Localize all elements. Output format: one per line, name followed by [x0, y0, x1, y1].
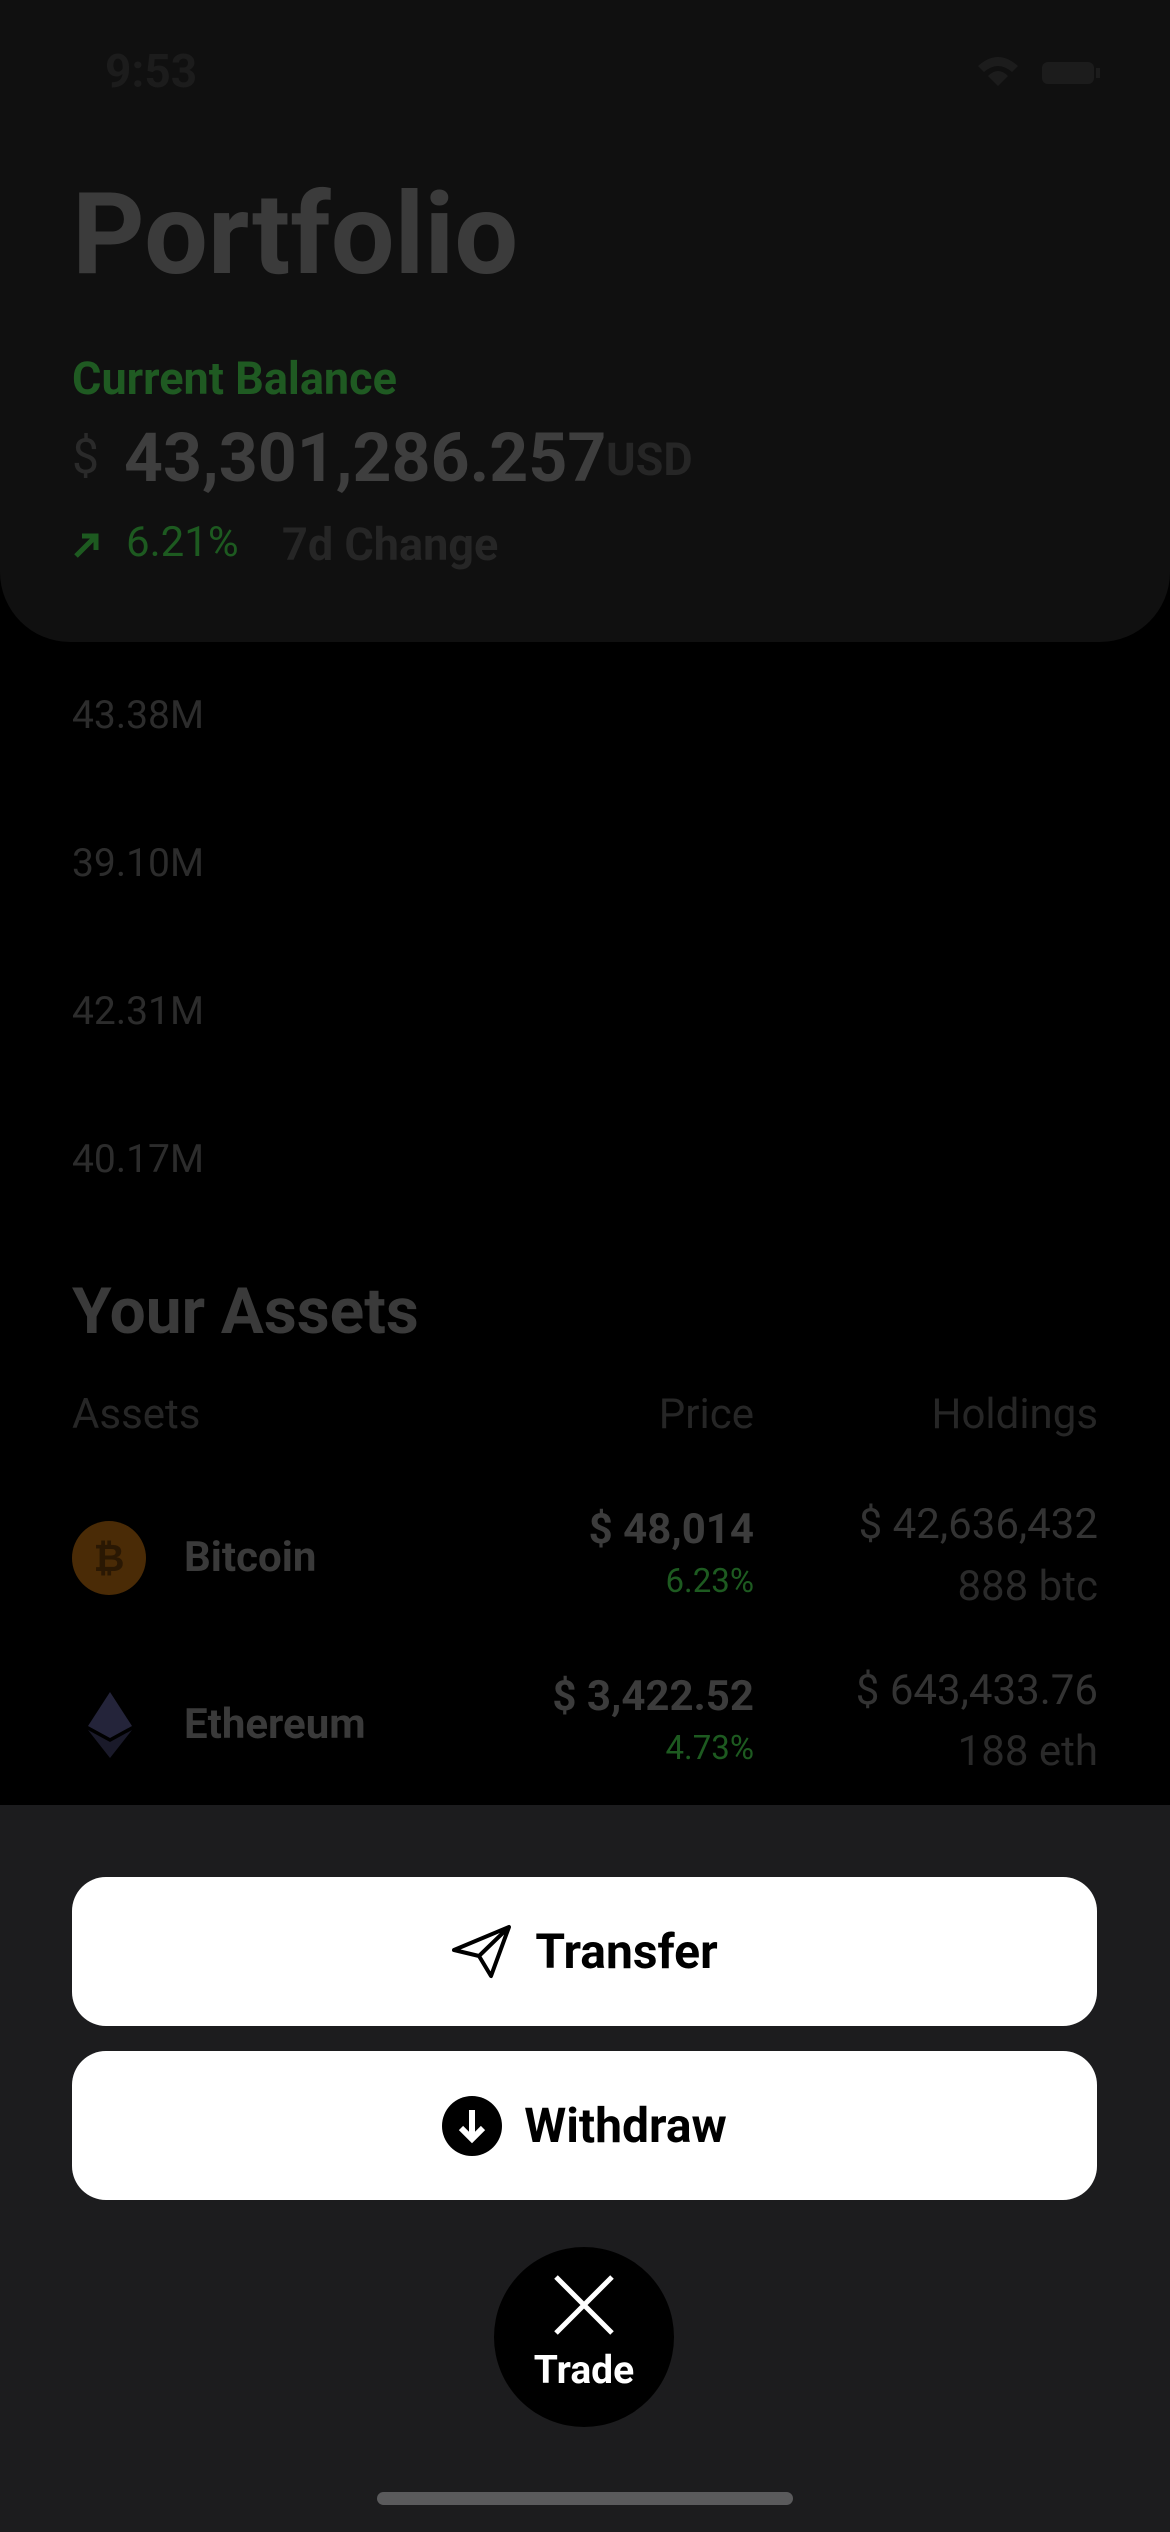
chart-label: 40.17M: [72, 1136, 205, 1182]
up-arrow: [74, 533, 99, 558]
column-header: Holdings: [931, 1390, 1098, 1439]
chart-label: 39.10M: [72, 840, 205, 886]
button-label: Transfer: [535, 1923, 718, 1980]
balance-label: Current Balance: [72, 352, 397, 405]
transfer-button[interactable]: Transfer: [72, 1877, 1097, 2026]
holdings-amount: 888 btc: [957, 1562, 1098, 1611]
holdings-value: $ 42,636,432: [858, 1500, 1098, 1549]
chart-label: 43.38M: [72, 692, 205, 738]
column-header: Assets: [72, 1390, 201, 1439]
asset-price: $ 3,422.52: [552, 1672, 754, 1721]
close-label: Trade: [533, 2347, 635, 2393]
send-icon: [452, 1924, 512, 1978]
change: 6.21%: [126, 518, 239, 567]
currency-symbol: $: [72, 428, 99, 485]
ethereum-icon: [88, 1692, 132, 1758]
asset-change: 6.23%: [665, 1562, 754, 1601]
asset-change: 4.73%: [665, 1729, 754, 1768]
balance: 43,301,286.257: [124, 418, 607, 498]
withdraw-button[interactable]: Withdraw: [72, 2051, 1097, 2200]
page-title: Portfolio: [72, 168, 519, 301]
column-header: Price: [658, 1390, 754, 1439]
home-indicator: [377, 2492, 793, 2505]
status-time: 9:53: [105, 45, 198, 99]
asset-price: $ 48,014: [588, 1505, 754, 1554]
close-icon: [554, 2275, 614, 2335]
holdings-amount: 188 eth: [957, 1727, 1098, 1776]
close-button[interactable]: Trade: [494, 2247, 674, 2427]
asset-name[interactable]: Bitcoin: [184, 1533, 317, 1582]
button-label: Withdraw: [524, 2097, 727, 2154]
status-icons: [978, 57, 1100, 86]
svg-text:₿: ₿: [94, 1538, 125, 1580]
asset-name[interactable]: Ethereum: [184, 1700, 366, 1749]
download-icon: [442, 2095, 503, 2156]
balance-unit: USD: [606, 433, 693, 486]
chart-label: 42.31M: [72, 988, 205, 1034]
holdings-value: $ 643,433.76: [855, 1666, 1098, 1715]
assets-title: Your Assets: [72, 1274, 419, 1349]
change-label: 7d Change: [282, 518, 499, 571]
header-card: [0, 0, 1170, 642]
bitcoin-icon: ₿: [72, 1521, 146, 1595]
